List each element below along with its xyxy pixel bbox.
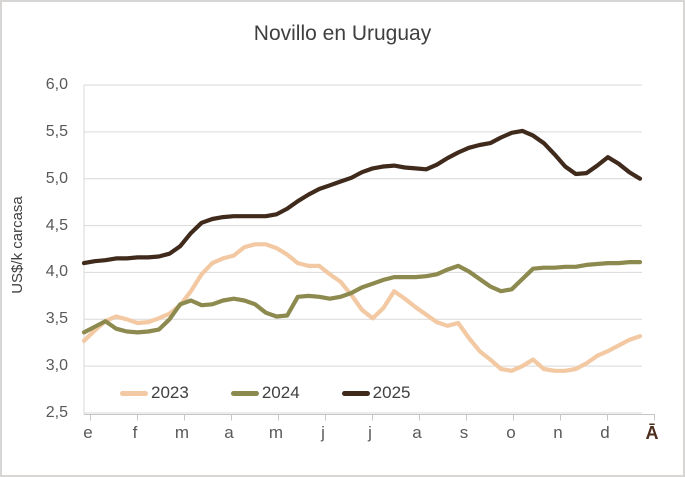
y-tick-label-5,5: 5,5: [45, 122, 68, 140]
chart-legend: 2023 2024 2025: [120, 383, 410, 403]
y-tick-label-5,0: 5,0: [45, 169, 68, 187]
y-tick-label-3,0: 3,0: [45, 357, 68, 375]
legend-label-2025: 2025: [372, 383, 411, 402]
y-tick-label-4,5: 4,5: [45, 216, 68, 234]
x-tick-label-n: n: [553, 423, 563, 442]
x-tick-label-Ā: Ā: [645, 423, 659, 443]
x-tick-label-a: a: [224, 423, 234, 442]
x-tick-label-j: j: [321, 423, 325, 442]
x-tick-label-f: f: [132, 423, 138, 442]
legend-item-2024: 2024: [230, 383, 300, 403]
legend-label-2023: 2023: [151, 383, 189, 402]
x-tick-label-s: s: [459, 423, 469, 442]
series-line-2023: [81, 242, 643, 373]
y-tick-label-3,5: 3,5: [45, 310, 68, 328]
y-tick-label-2,5: 2,5: [45, 404, 68, 421]
series-line-2024: [81, 260, 643, 335]
x-tick-label-o: o: [506, 423, 516, 442]
x-tick-label-a: a: [412, 423, 422, 442]
legend-item-2025: 2025: [341, 383, 411, 403]
y-tick-label-6,0: 6,0: [45, 76, 68, 93]
legend-item-2023: 2023: [120, 383, 189, 403]
x-tick-label-d: d: [600, 423, 610, 442]
legend-swatch-2023: [120, 390, 148, 396]
series-line-2025: [81, 128, 643, 266]
legend-swatch-2025: [341, 390, 370, 396]
x-tick-label-e: e: [83, 423, 93, 442]
x-tick-label-j: j: [368, 423, 372, 442]
chart-title: Novillo en Uruguay: [253, 22, 432, 45]
x-tick-label-m: m: [174, 423, 190, 442]
legend-label-2024: 2024: [261, 383, 300, 402]
x-tick-label-m: m: [268, 423, 284, 442]
legend-swatch-2024: [230, 390, 259, 396]
y-tick-label-4,0: 4,0: [45, 263, 68, 281]
